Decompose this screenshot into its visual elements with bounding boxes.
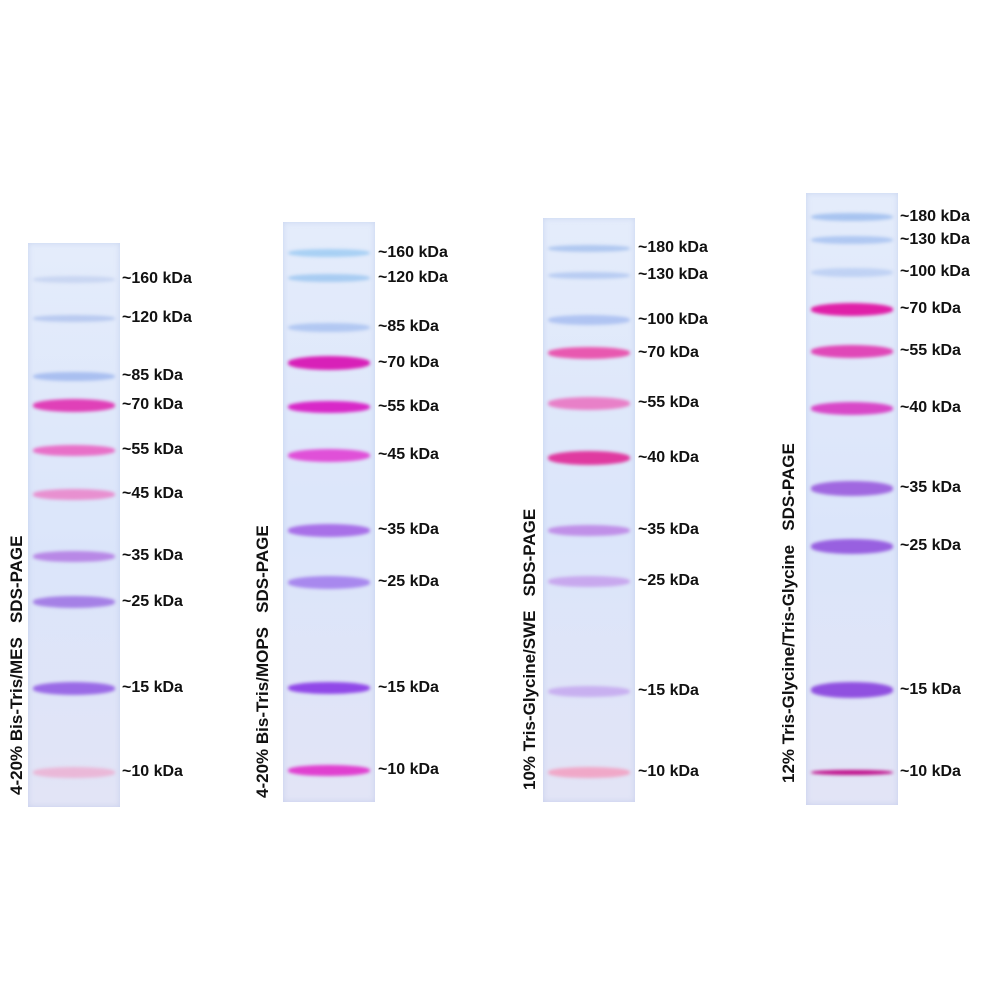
gel-4-band-label-8: ~25 kDa [900, 537, 961, 554]
gel-3-band-label-10: ~10 kDa [638, 763, 699, 780]
gel-4-band-1 [810, 213, 894, 221]
gel-2-band-9 [287, 682, 371, 694]
gel-3-band-6 [547, 451, 631, 465]
gel-2-band-label-9: ~15 kDa [378, 679, 439, 696]
gel-1-band-label-10: ~10 kDa [122, 763, 183, 780]
gel-2-band-7 [287, 523, 371, 537]
gel-3-band-10 [547, 766, 631, 778]
gel-4-band-label-2: ~130 kDa [900, 231, 970, 248]
gel-2-band-6 [287, 448, 371, 462]
gel-1-band-8 [32, 596, 116, 608]
gel-2-band-5 [287, 401, 371, 413]
gel-lane-4 [806, 193, 898, 805]
gel-2-band-10 [287, 764, 371, 776]
gel-4-band-label-10: ~10 kDa [900, 763, 961, 780]
gel-4-band-4 [810, 302, 894, 316]
gel-1-band-label-9: ~15 kDa [122, 679, 183, 696]
gel-1-band-7 [32, 550, 116, 562]
gel-1-band-label-1: ~160 kDa [122, 270, 192, 287]
gel-4-band-2 [810, 236, 894, 244]
gel-3-band-label-4: ~70 kDa [638, 344, 699, 361]
gel-lane-2 [283, 222, 375, 802]
gel-1-band-label-6: ~45 kDa [122, 485, 183, 502]
gel-4-band-label-1: ~180 kDa [900, 208, 970, 225]
gel-3-band-1 [547, 244, 631, 252]
gel-4-band-label-5: ~55 kDa [900, 342, 961, 359]
gel-2-band-label-3: ~85 kDa [378, 318, 439, 335]
gel-4-band-label-9: ~15 kDa [900, 681, 961, 698]
gel-3-band-label-7: ~35 kDa [638, 521, 699, 538]
gel-3-band-3 [547, 315, 631, 325]
gel-title-1: 4-20% Bis-Tris/MES SDS-PAGE [7, 535, 26, 795]
gel-4-band-label-7: ~35 kDa [900, 479, 961, 496]
gel-2-band-label-10: ~10 kDa [378, 761, 439, 778]
gel-1-band-4 [32, 398, 116, 412]
gel-3-band-label-9: ~15 kDa [638, 682, 699, 699]
gel-4-band-6 [810, 401, 894, 415]
gel-4-band-8 [810, 538, 894, 554]
gel-2-band-2 [287, 274, 371, 282]
gel-2-band-label-2: ~120 kDa [378, 269, 448, 286]
gel-3-band-4 [547, 347, 631, 359]
gel-1-band-label-7: ~35 kDa [122, 547, 183, 564]
gel-2-band-label-4: ~70 kDa [378, 354, 439, 371]
gel-2-band-label-6: ~45 kDa [378, 446, 439, 463]
gel-4-band-10 [810, 769, 894, 775]
gel-3-band-label-5: ~55 kDa [638, 394, 699, 411]
gel-2-band-label-7: ~35 kDa [378, 521, 439, 538]
gel-4-band-label-4: ~70 kDa [900, 300, 961, 317]
gel-4-band-7 [810, 480, 894, 496]
gel-3-band-9 [547, 685, 631, 697]
gel-4-band-9 [810, 682, 894, 698]
gel-4-band-label-6: ~40 kDa [900, 399, 961, 416]
gel-3-band-2 [547, 271, 631, 279]
gel-title-3: 10% Tris-Glycine/SWE SDS-PAGE [520, 508, 539, 790]
gel-title-2: 4-20% Bis-Tris/MOPS SDS-PAGE [253, 525, 272, 798]
gel-3-band-label-1: ~180 kDa [638, 239, 708, 256]
gel-1-band-1 [32, 275, 116, 283]
gel-2-band-label-5: ~55 kDa [378, 398, 439, 415]
gel-1-band-5 [32, 444, 116, 456]
gel-2-band-3 [287, 322, 371, 332]
gel-1-band-label-2: ~120 kDa [122, 309, 192, 326]
gel-lane-1 [28, 243, 120, 807]
gel-3-band-label-8: ~25 kDa [638, 572, 699, 589]
gel-1-band-3 [32, 371, 116, 381]
gel-1-band-label-4: ~70 kDa [122, 396, 183, 413]
gel-1-band-6 [32, 488, 116, 500]
gel-title-4: 12% Tris-Glycine/Tris-Glycine SDS-PAGE [779, 443, 798, 783]
gel-2-band-1 [287, 249, 371, 257]
gel-4-band-5 [810, 344, 894, 358]
gel-3-band-7 [547, 524, 631, 536]
gel-3-band-label-6: ~40 kDa [638, 449, 699, 466]
gel-2-band-8 [287, 575, 371, 589]
gel-lane-3 [543, 218, 635, 802]
gel-3-band-label-2: ~130 kDa [638, 266, 708, 283]
gel-2-band-4 [287, 356, 371, 370]
gel-1-band-9 [32, 681, 116, 695]
gel-1-band-label-3: ~85 kDa [122, 367, 183, 384]
gel-2-band-label-8: ~25 kDa [378, 573, 439, 590]
gel-1-band-label-8: ~25 kDa [122, 593, 183, 610]
gel-1-band-10 [32, 766, 116, 778]
gel-3-band-5 [547, 396, 631, 410]
gel-4-band-3 [810, 267, 894, 277]
gel-3-band-label-3: ~100 kDa [638, 311, 708, 328]
gel-4-band-label-3: ~100 kDa [900, 263, 970, 280]
gel-3-band-8 [547, 575, 631, 587]
gel-1-band-2 [32, 314, 116, 322]
gel-2-band-label-1: ~160 kDa [378, 244, 448, 261]
gel-1-band-label-5: ~55 kDa [122, 441, 183, 458]
